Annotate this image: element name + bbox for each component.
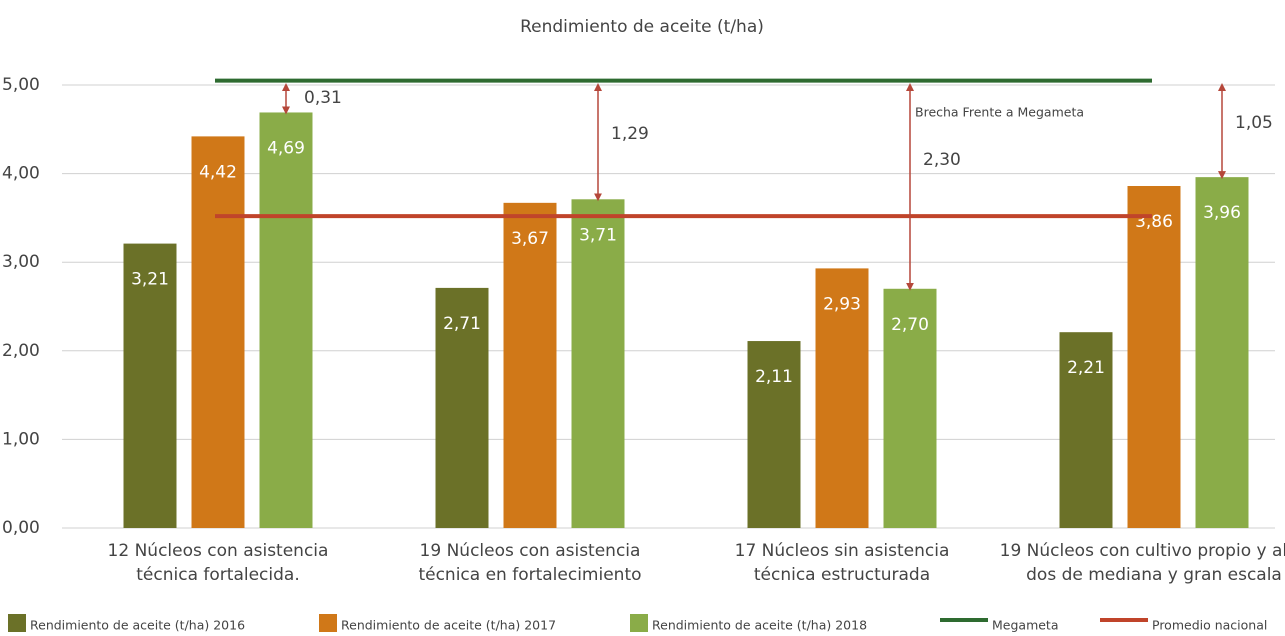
bar (191, 136, 245, 528)
x-tick-label: 19 Núcleos con cultivo propio y alia- (1000, 541, 1285, 561)
value-label: 3,71 (579, 225, 617, 245)
x-tick-label: dos de mediana y gran escala (1026, 565, 1282, 585)
y-tick-label: 5,00 (2, 75, 40, 95)
chart-title: Rendimiento de aceite (t/ha) (520, 17, 764, 37)
legend-label: Rendimiento de aceite (t/ha) 2017 (341, 618, 556, 633)
value-label: 2,71 (443, 314, 481, 334)
x-tick-label: técnica fortalecida. (136, 565, 299, 585)
y-tick-label: 4,00 (2, 164, 40, 184)
x-tick-label: 12 Núcleos con asistencia (108, 541, 329, 561)
legend-label: Rendimiento de aceite (t/ha) 2018 (652, 618, 867, 633)
legend-swatch (8, 614, 26, 632)
legend-swatch (319, 614, 337, 632)
value-label: 3,21 (131, 270, 169, 290)
value-label: 4,69 (267, 138, 305, 158)
y-tick-label: 1,00 (2, 429, 40, 449)
gap-label: 1,29 (611, 124, 649, 144)
bar (747, 341, 801, 528)
bar (435, 287, 489, 528)
legend-label: Promedio nacional (1152, 618, 1267, 633)
bar (1195, 177, 1249, 529)
value-label: 2,70 (891, 315, 929, 335)
bar (259, 112, 313, 528)
legend-label: Rendimiento de aceite (t/ha) 2016 (30, 618, 245, 633)
x-tick-label: 19 Núcleos con asistencia (420, 541, 641, 561)
gap-label: 0,31 (304, 88, 342, 108)
bar (1127, 186, 1181, 528)
value-label: 2,21 (1067, 358, 1105, 378)
bar (1059, 332, 1113, 528)
y-tick-label: 0,00 (2, 518, 40, 538)
bar (571, 199, 625, 528)
x-tick-label: 17 Núcleos sin asistencia (735, 541, 950, 561)
bar (815, 268, 869, 528)
value-label: 2,11 (755, 367, 793, 387)
x-tick-label: técnica estructurada (754, 565, 930, 585)
value-label: 2,93 (823, 294, 861, 314)
bar (883, 288, 937, 528)
legend-swatch (630, 614, 648, 632)
y-tick-label: 2,00 (2, 341, 40, 361)
gap-label: 1,05 (1235, 113, 1273, 133)
x-tick-label: técnica en fortalecimiento (418, 565, 641, 585)
y-tick-label: 3,00 (2, 252, 40, 272)
value-label: 3,96 (1203, 203, 1241, 223)
gap-title: Brecha Frente a Megameta (915, 105, 1084, 120)
value-label: 3,67 (511, 229, 549, 249)
bar (503, 202, 557, 528)
legend-label: Megameta (992, 618, 1059, 633)
value-label: 4,42 (199, 162, 237, 182)
gap-label: 2,30 (923, 150, 961, 170)
bar (123, 243, 177, 528)
